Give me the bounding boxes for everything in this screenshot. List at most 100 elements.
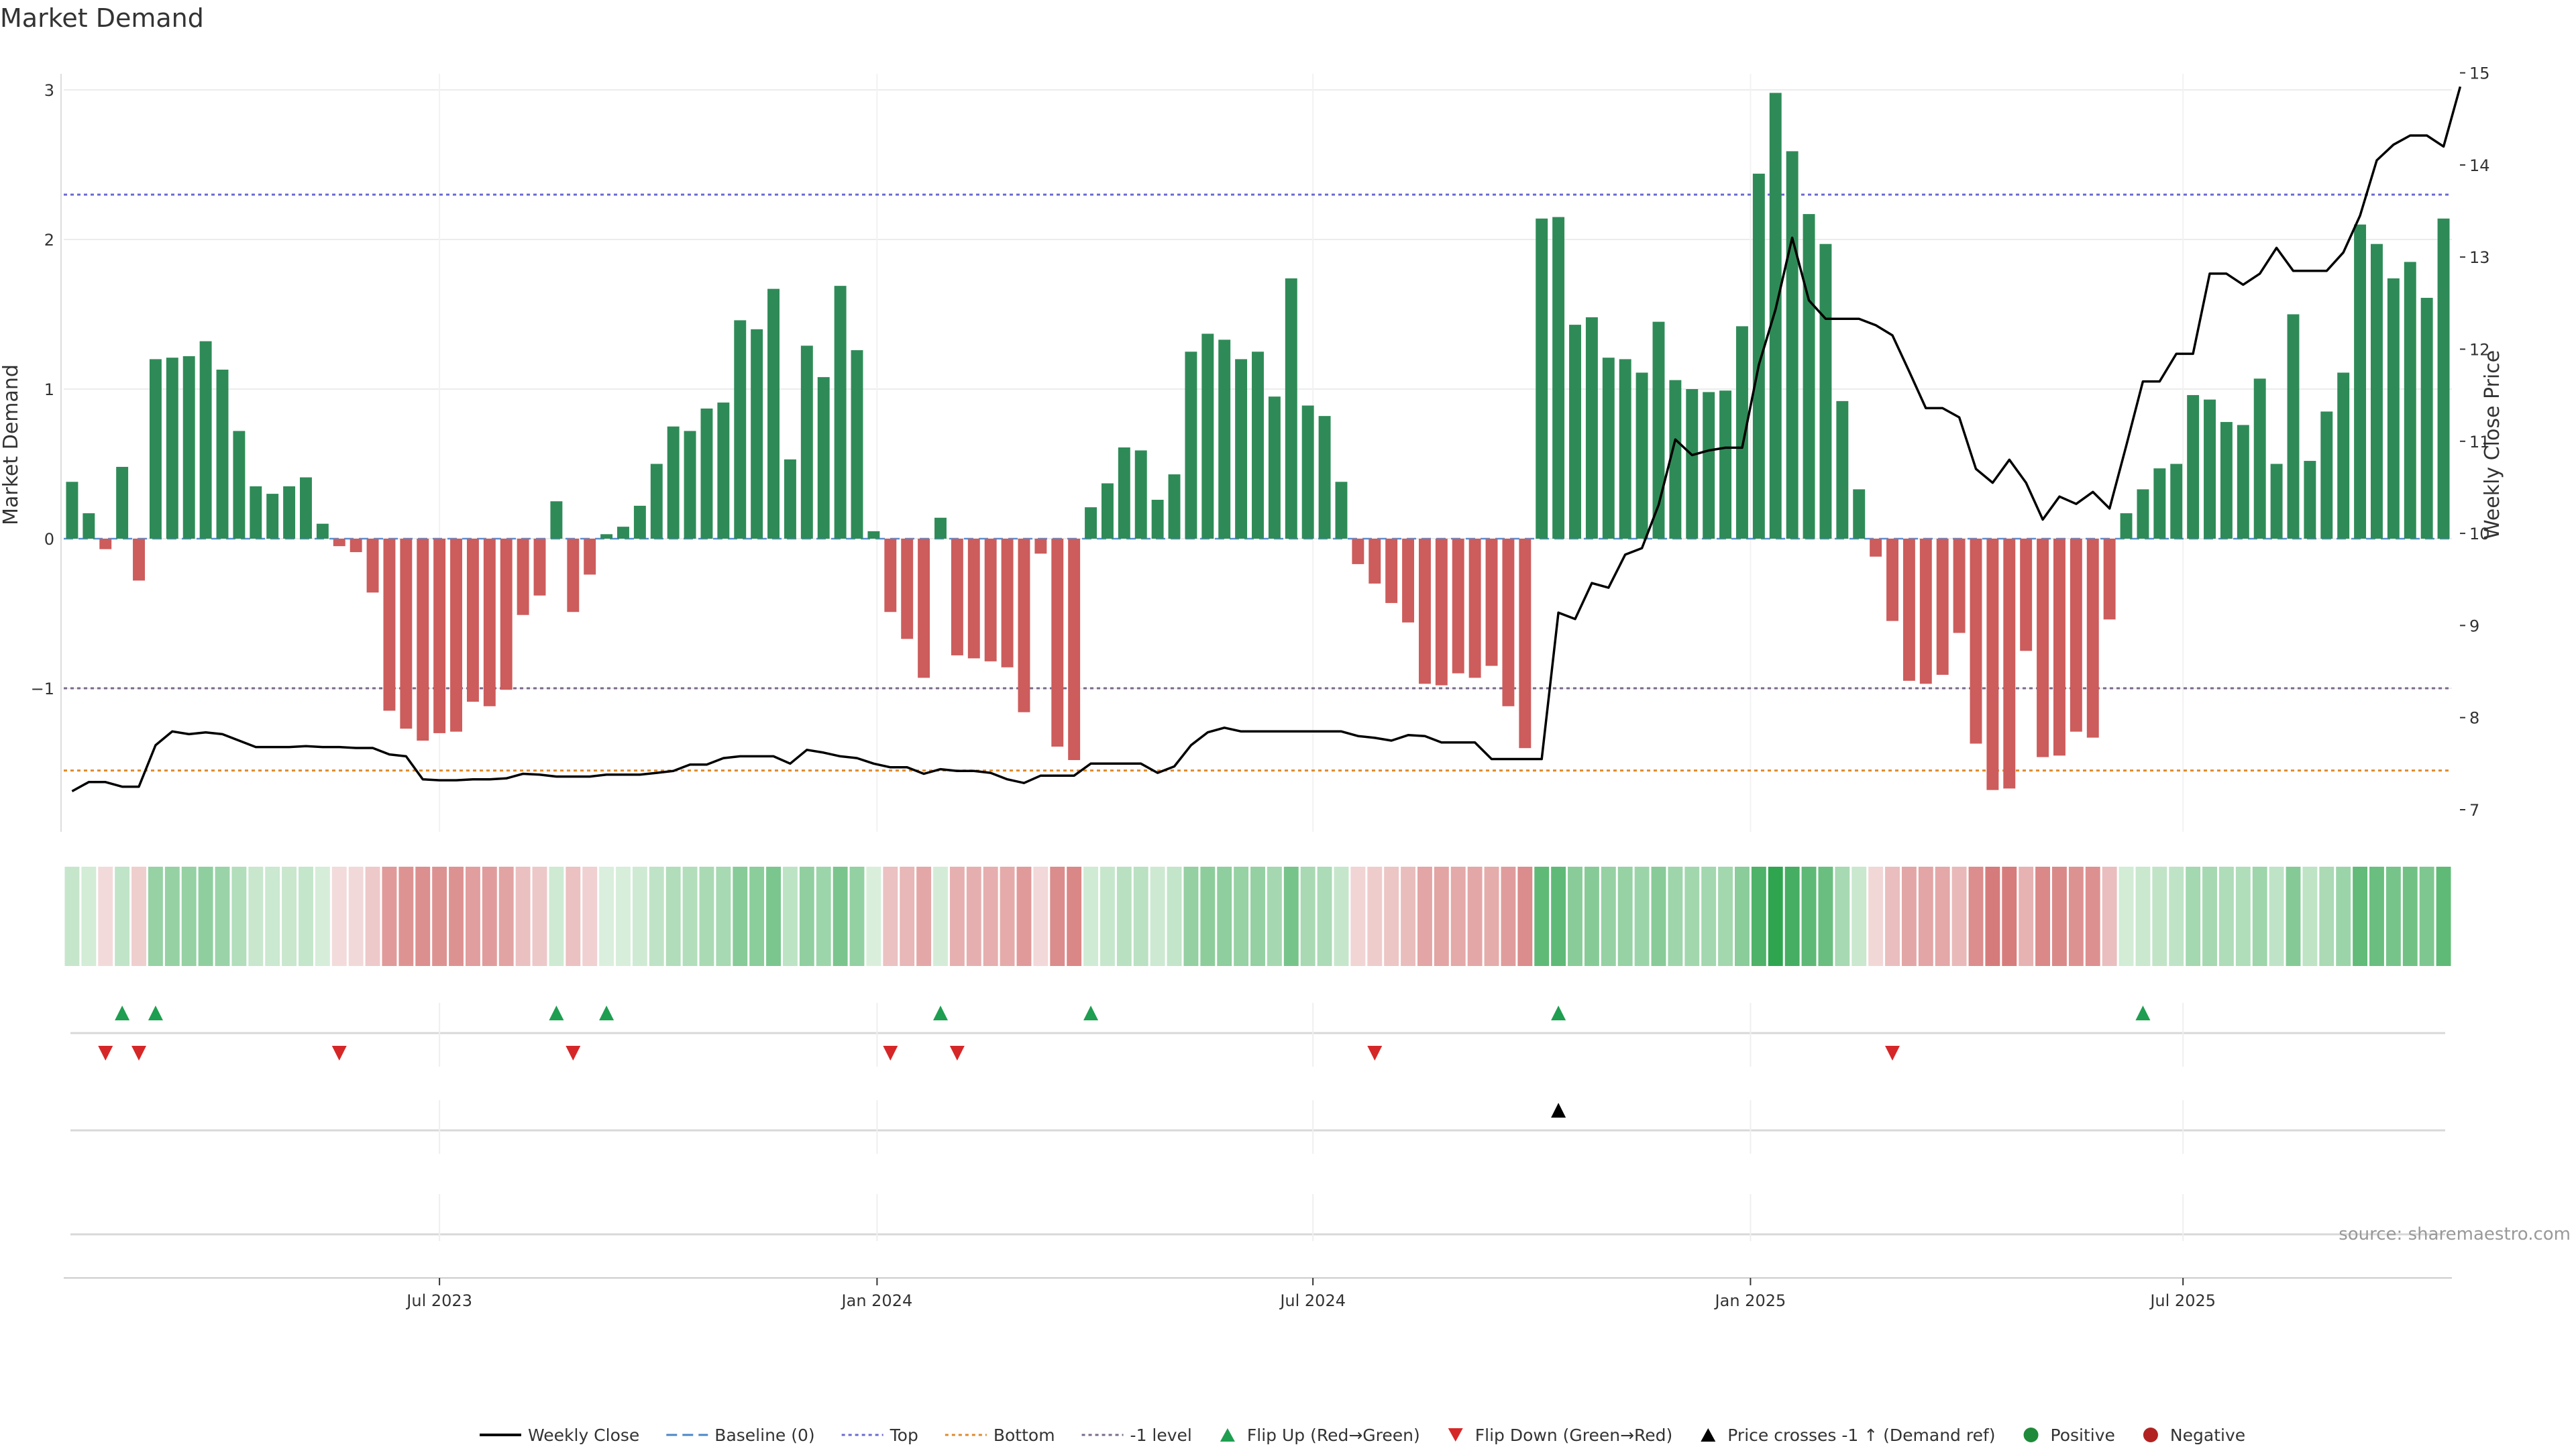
demand-bar [2003, 539, 2016, 789]
heat-cell [398, 867, 414, 966]
demand-bar [767, 288, 780, 539]
heat-cell [1718, 867, 1733, 966]
heat-cell [682, 867, 698, 966]
flip-up-marker [599, 1006, 614, 1020]
heat-cell [1067, 867, 1082, 966]
heat-cell [348, 867, 364, 966]
heat-cell [2218, 867, 2234, 966]
heat-cell [1434, 867, 1449, 966]
demand-bar [834, 286, 847, 539]
heat-cell [883, 867, 898, 966]
heat-cell [1517, 867, 1533, 966]
flip-down-marker [883, 1046, 898, 1061]
demand-bar [1151, 500, 1164, 539]
heat-cell [849, 867, 865, 966]
demand-bar [233, 431, 246, 539]
demand-bar [450, 539, 462, 732]
y-axis-right-label: Weekly Close Price [2481, 350, 2504, 539]
demand-bar [2270, 464, 2283, 539]
demand-bar [1368, 539, 1381, 584]
heat-cell [1150, 867, 1165, 966]
demand-bar [366, 539, 379, 593]
heat-cell [2019, 867, 2034, 966]
demand-bar [350, 539, 362, 553]
demand-bar [383, 539, 396, 711]
demand-bar [1218, 339, 1231, 539]
demand-bar [1870, 539, 1882, 557]
legend-label: Flip Down (Green→Red) [1475, 1426, 1673, 1445]
demand-bar [717, 402, 730, 539]
demand-bar [1418, 539, 1431, 684]
demand-bar [1118, 447, 1130, 539]
y-right-tick-label: 9 [2469, 616, 2479, 635]
heat-cell [449, 867, 464, 966]
demand-bar [2387, 278, 2400, 539]
heat-cell [1050, 867, 1065, 966]
flip-down-marker [131, 1046, 147, 1061]
heat-cell [1551, 867, 1566, 966]
heat-cell [1401, 867, 1416, 966]
demand-bar [1752, 173, 1765, 539]
price-cross-marker [1551, 1103, 1566, 1118]
heat-cell [900, 867, 915, 966]
heat-cell [1016, 867, 1032, 966]
heat-cell [164, 867, 180, 966]
heat-cell [2002, 867, 2017, 966]
demand-bar [2404, 262, 2416, 539]
demand-bar [2037, 539, 2049, 757]
demand-bar [1669, 380, 1682, 539]
heat-cell [432, 867, 447, 966]
y-axis-left-label: Market Demand [0, 364, 23, 525]
demand-bar [149, 359, 162, 539]
heat-cell [2202, 867, 2217, 966]
legend-label: Flip Up (Red→Green) [1247, 1426, 1420, 1445]
demand-bar [817, 377, 830, 539]
heat-cell [2118, 867, 2134, 966]
heat-cell [566, 867, 581, 966]
demand-bar [584, 539, 596, 575]
demand-bar [1402, 539, 1415, 623]
heat-cell [2068, 867, 2084, 966]
legend-item: Top [841, 1426, 918, 1445]
chart-title: Market Demand [0, 3, 204, 33]
legend-label: Top [890, 1426, 918, 1445]
heat-cell [816, 867, 831, 966]
demand-bar [99, 539, 112, 549]
y-right-tick-label: 15 [2469, 64, 2490, 83]
flip-down-marker [98, 1046, 113, 1061]
y-right-tick-label: 10 [2469, 525, 2490, 543]
demand-bar [1318, 416, 1331, 539]
demand-bar [600, 534, 613, 539]
demand-bar [2070, 539, 2082, 732]
heat-cell [215, 867, 230, 966]
demand-bar [1536, 218, 1548, 539]
y-right-tick-label: 13 [2469, 248, 2490, 267]
demand-bar [2287, 314, 2300, 539]
demand-bar [483, 539, 496, 706]
demand-bar [2086, 539, 2099, 738]
heat-cell [1985, 867, 2000, 966]
demand-bar [1769, 93, 1782, 539]
heat-cell [415, 867, 431, 966]
legend-item: Weekly Close [480, 1426, 639, 1445]
demand-bar [1285, 278, 1297, 539]
heat-cell [949, 867, 965, 966]
demand-bar [2220, 422, 2233, 539]
demand-bar [250, 486, 262, 539]
demand-bar [66, 482, 78, 539]
demand-bar [1101, 483, 1114, 539]
heat-cell [1818, 867, 1833, 966]
flip-up-marker [2135, 1006, 2151, 1020]
heat-cell [1234, 867, 1249, 966]
heat-cell [1334, 867, 1349, 966]
demand-bar [1602, 358, 1615, 539]
heat-cell [115, 867, 130, 966]
flip-down-marker [331, 1046, 347, 1061]
demand-bar [700, 408, 713, 539]
heat-cell [2152, 867, 2167, 966]
heat-cell [1868, 867, 1884, 966]
heat-cell [2052, 867, 2067, 966]
demand-bar [1652, 321, 1665, 539]
demand-bar [1001, 539, 1014, 667]
